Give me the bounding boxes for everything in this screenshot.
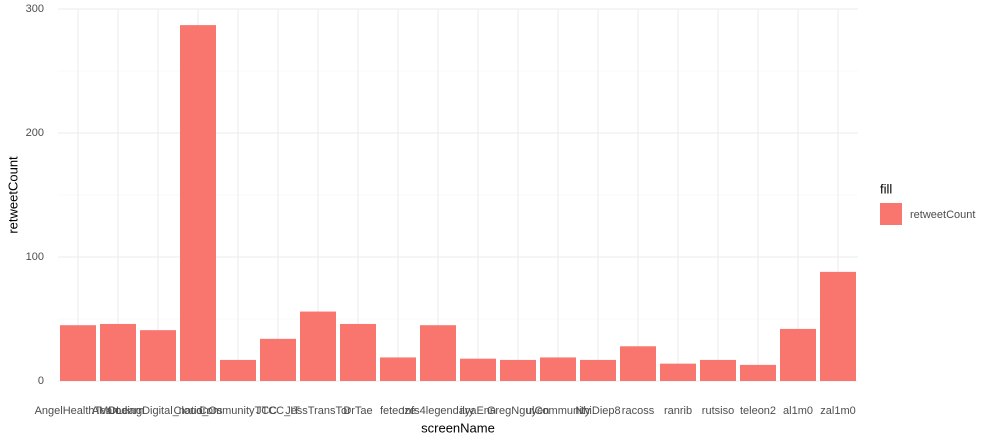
bar: [180, 25, 216, 382]
x-tick-label: AngelHealthTeam: [35, 405, 122, 417]
y-tick-label: 100: [26, 251, 44, 263]
y-axis-title: retweetCount: [5, 156, 20, 234]
bar: [580, 359, 616, 381]
bar: [780, 328, 816, 381]
bar: [220, 359, 256, 381]
y-tick-label: 0: [38, 375, 44, 387]
bar: [620, 346, 656, 381]
x-tick-label: NhiDiep8: [575, 405, 620, 417]
bar: [420, 325, 456, 381]
x-axis-title: screenName: [421, 420, 495, 435]
x-tick-label: CodingDigital_nation: [107, 405, 209, 417]
bar: [340, 323, 376, 381]
bar: [500, 359, 536, 381]
bar: [380, 357, 416, 381]
x-tick-label: rutsiso: [702, 405, 734, 417]
legend-title: fill: [880, 181, 892, 196]
legend-key: [880, 203, 902, 225]
x-tick-label: al1m0: [783, 405, 813, 417]
bar: [100, 323, 136, 381]
x-tick-label: ranrib: [664, 405, 692, 417]
bar: [820, 271, 856, 381]
bar: [700, 359, 736, 381]
x-tick-label: Infs4legendary: [402, 405, 475, 417]
x-tick-label: teleon2: [740, 405, 776, 417]
bar: [140, 330, 176, 381]
x-tick-label: feteoze: [380, 405, 416, 417]
x-tick-label: JessTransTor: [285, 405, 351, 417]
bar: [60, 325, 96, 381]
x-tick-label: racoss: [622, 405, 655, 417]
x-tick-label: ilyaEnn: [460, 405, 496, 417]
bar: [260, 338, 296, 381]
bar: [300, 311, 336, 381]
y-tick-label: 200: [26, 127, 44, 139]
bar: [660, 363, 696, 381]
bar: [460, 358, 496, 381]
x-tick-label: ulCommunity: [526, 405, 591, 417]
x-tick-label: Cloud_Os: [174, 405, 223, 417]
x-tick-label: AMDLearn: [92, 405, 145, 417]
x-tick-label: JTCC_IT: [256, 405, 300, 417]
x-tick-label: DrTae: [343, 405, 372, 417]
legend-label: retweetCount: [910, 209, 975, 221]
x-tick-label: zal1m0: [820, 405, 855, 417]
x-tick-label: CommunityTCC: [199, 405, 277, 417]
x-tick-label: GregNguyen: [487, 405, 549, 417]
bar: [540, 357, 576, 381]
y-tick-label: 300: [26, 3, 44, 15]
bar: [740, 364, 776, 381]
